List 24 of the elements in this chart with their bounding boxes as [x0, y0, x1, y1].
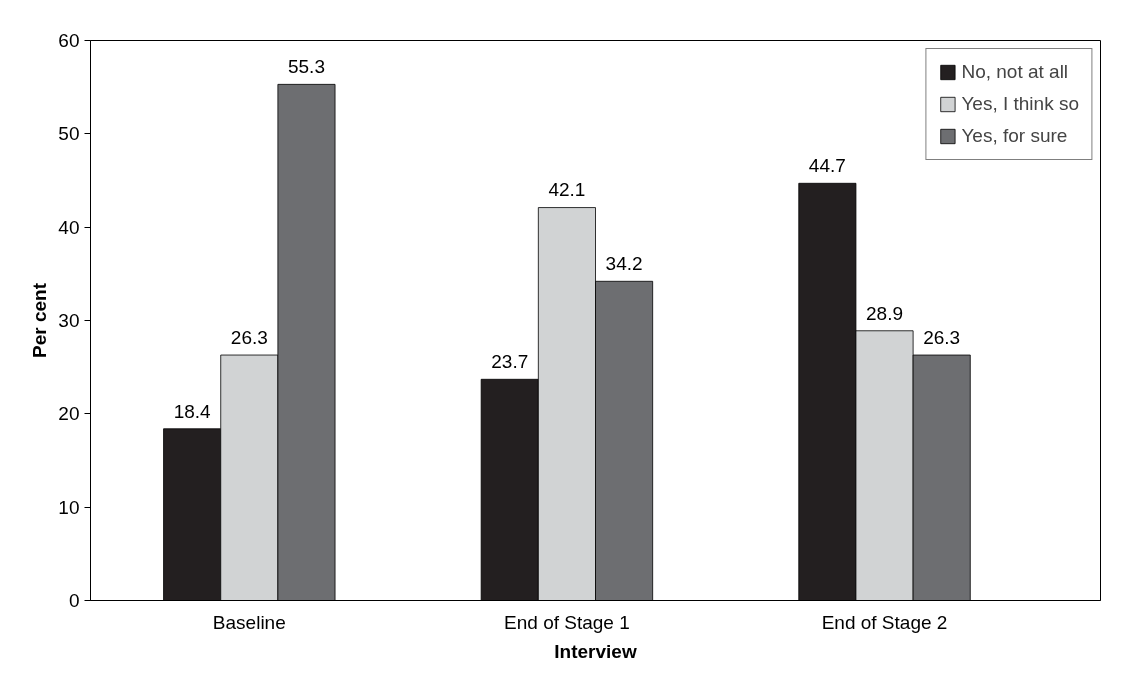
x-tick-label: End of Stage 2	[821, 611, 948, 633]
data-label: 26.3	[923, 326, 961, 348]
data-label: 42.1	[548, 179, 586, 201]
y-tick-label: 30	[58, 310, 80, 331]
y-tick-label: 0	[68, 590, 80, 611]
data-label: 23.7	[491, 351, 529, 373]
y-axis-title: Per cent	[29, 282, 51, 358]
data-label: 18.4	[173, 400, 212, 422]
x-tick-label: Baseline	[212, 611, 286, 633]
data-label: 28.9	[866, 302, 904, 324]
data-label: 26.3	[230, 326, 268, 348]
y-tick-label: 20	[58, 403, 80, 425]
legend-label: Yes, for sure	[961, 125, 1068, 147]
x-axis-title: Interview	[554, 640, 637, 662]
y-tick-label: 50	[58, 123, 80, 145]
data-label: 34.2	[605, 253, 643, 275]
legend-label: Yes, I think so	[961, 93, 1079, 115]
data-label: 55.3	[287, 56, 325, 78]
y-tick-label: 10	[58, 496, 80, 518]
y-tick-label: 60	[58, 30, 80, 51]
y-tick-label: 40	[58, 216, 80, 238]
data-label: 44.7	[808, 155, 846, 177]
x-tick-label: End of Stage 1	[504, 611, 630, 633]
legend-label: No, not at all	[961, 61, 1069, 83]
